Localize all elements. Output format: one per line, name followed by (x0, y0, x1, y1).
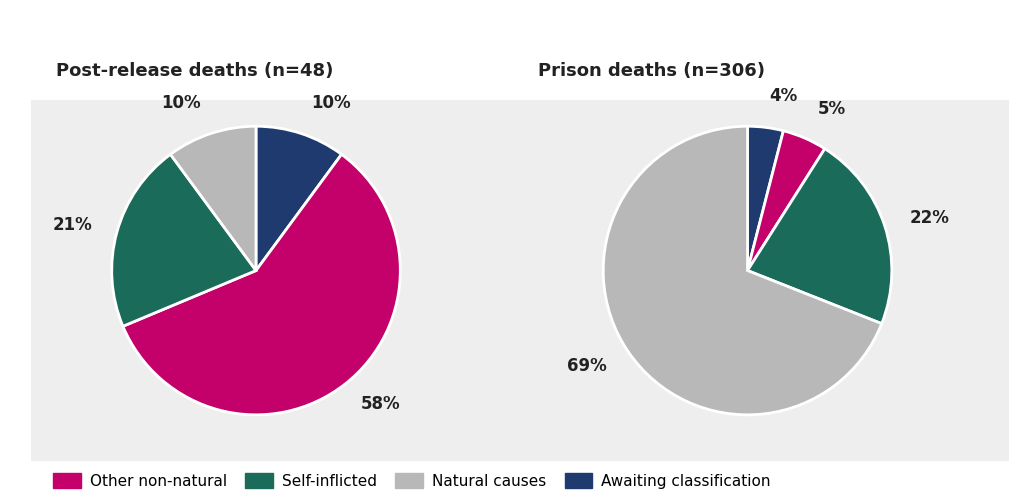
Text: Prison deaths (n=306): Prison deaths (n=306) (538, 62, 765, 80)
Wedge shape (603, 126, 882, 415)
Wedge shape (123, 154, 400, 415)
Wedge shape (112, 154, 256, 326)
Text: 10%: 10% (162, 94, 201, 112)
Legend: Other non-natural, Self-inflicted, Natural causes, Awaiting classification: Other non-natural, Self-inflicted, Natur… (48, 468, 775, 493)
Text: 22%: 22% (909, 209, 949, 227)
Wedge shape (256, 126, 342, 271)
Wedge shape (170, 126, 256, 271)
Text: Post-release deaths (n=48): Post-release deaths (n=48) (56, 62, 334, 80)
Text: 10%: 10% (311, 94, 350, 112)
Text: 69%: 69% (567, 357, 606, 375)
Text: 4%: 4% (770, 87, 798, 105)
Text: 5%: 5% (817, 100, 846, 118)
Text: 21%: 21% (52, 216, 92, 234)
Wedge shape (748, 126, 783, 271)
Wedge shape (748, 131, 825, 271)
Text: 58%: 58% (361, 395, 400, 413)
Wedge shape (748, 149, 892, 324)
